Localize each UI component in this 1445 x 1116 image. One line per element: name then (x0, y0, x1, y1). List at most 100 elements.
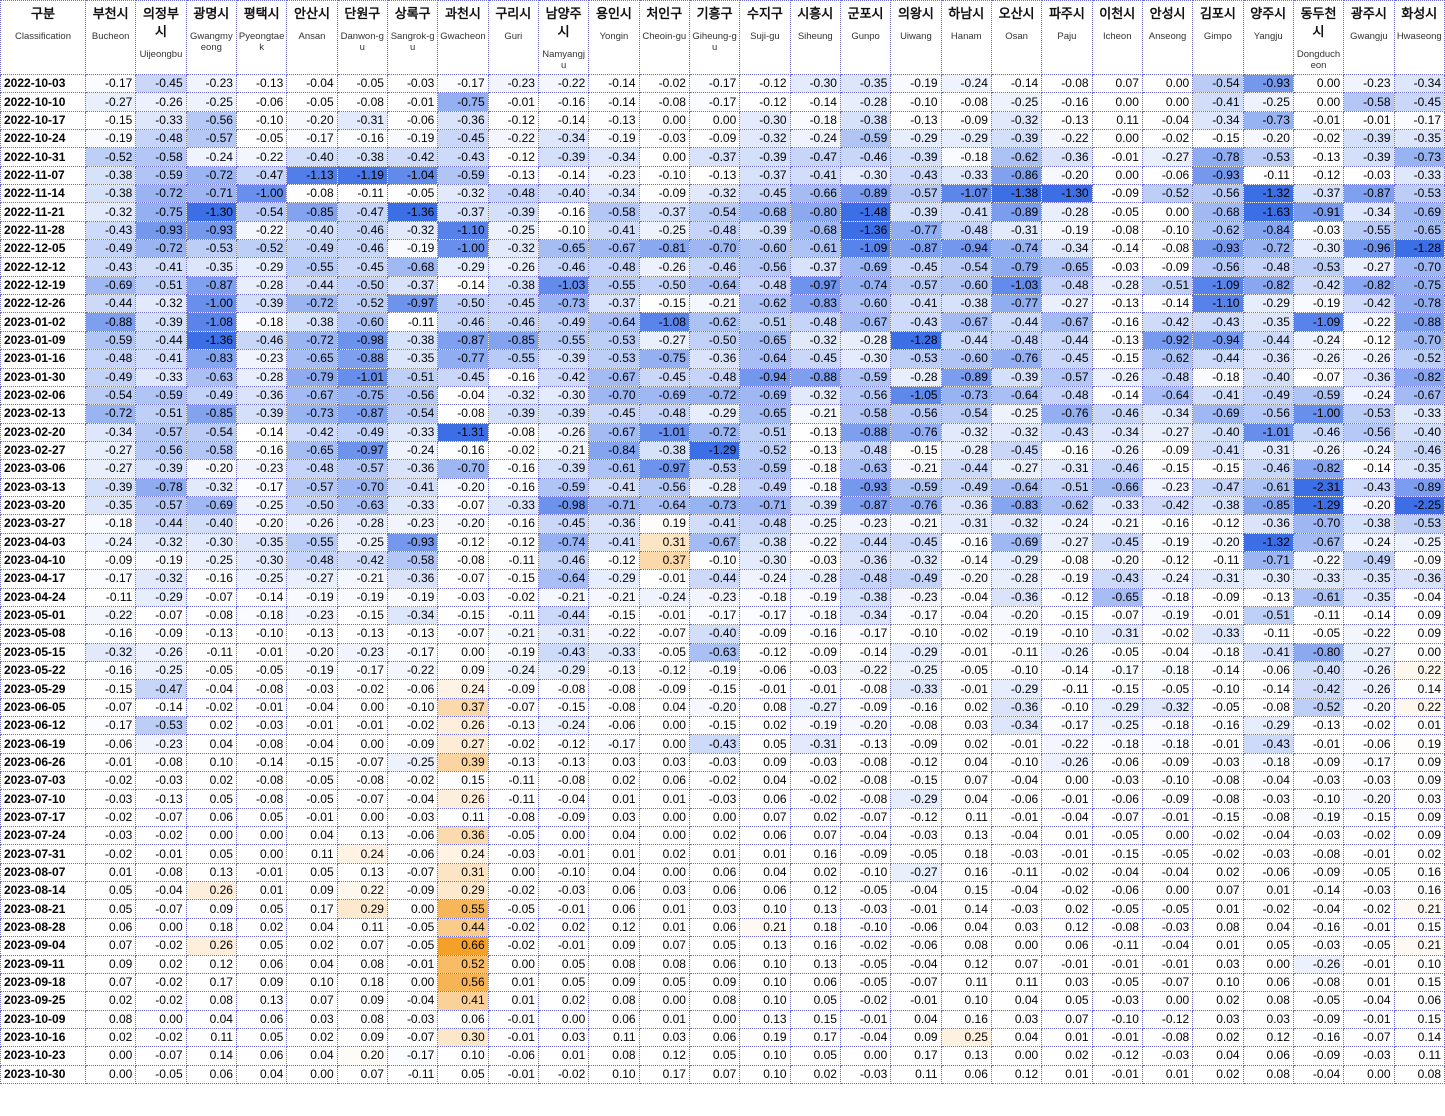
value-cell: -0.42 (1292, 679, 1345, 699)
value-cell: -0.06 (235, 92, 288, 112)
value-cell: -0.03 (1343, 881, 1395, 901)
value-cell: 0.16 (940, 862, 992, 883)
date-cell: 2023-05-29 (0, 679, 86, 699)
value-cell: -0.17 (739, 605, 791, 626)
value-cell: -0.01 (1343, 110, 1395, 131)
value-cell: 0.00 (537, 826, 590, 846)
value-cell: -0.24 (185, 147, 237, 167)
value-cell: -0.20 (1343, 697, 1395, 718)
value-cell: 0.03 (638, 881, 690, 901)
value-cell: -0.09 (135, 624, 187, 644)
value-cell: -0.44 (1242, 330, 1294, 351)
value-cell: -0.47 (1192, 477, 1244, 497)
value-cell: -0.87 (336, 404, 388, 424)
value-cell: 0.21 (1393, 936, 1445, 956)
value-cell: -1.08 (638, 312, 690, 332)
column-name-en: Siheung (797, 31, 833, 42)
value-cell: 0.29 (336, 899, 388, 919)
value-cell: 0.02 (84, 991, 137, 1011)
data-row: 2023-10-30 0.00 -0.05 0.06 0.04 0.00 0.07 -0.11… (0, 1064, 1445, 1084)
value-cell: -0.08 (1292, 844, 1345, 864)
value-cell: -0.89 (990, 202, 1043, 222)
value-cell: -1.00 (437, 239, 489, 259)
value-cell: 0.09 (1393, 624, 1445, 644)
value-cell: -0.24 (386, 440, 439, 461)
value-cell: -0.05 (839, 954, 892, 974)
value-cell: -0.16 (890, 697, 942, 718)
value-cell: -0.05 (235, 129, 288, 149)
value-cell: -0.54 (386, 404, 439, 424)
value-cell: -1.32 (1242, 184, 1294, 204)
value-cell: -0.05 (487, 826, 539, 846)
value-cell: -0.45 (890, 532, 942, 552)
value-cell: -0.06 (1343, 734, 1395, 754)
date-cell: 2022-11-14 (0, 184, 86, 204)
column-name-ko: 안산시 (294, 6, 330, 21)
value-cell: -0.92 (1141, 330, 1194, 351)
value-cell: -0.45 (588, 404, 640, 424)
value-cell: -0.31 (990, 220, 1043, 241)
value-cell: 0.05 (1242, 936, 1294, 956)
value-cell: -0.28 (235, 275, 288, 296)
value-cell: -0.03 (1091, 257, 1143, 277)
value-cell: -0.70 (588, 385, 640, 406)
date-cell: 2023-09-25 (0, 991, 86, 1011)
value-cell: -0.39 (739, 220, 791, 241)
value-cell: -0.05 (940, 660, 992, 681)
value-cell: -0.41 (588, 220, 640, 241)
data-row: 2022-12-12 -0.43 -0.41 -0.35 -0.29 -0.55 -0.45… (0, 257, 1445, 277)
value-cell: -0.15 (1141, 459, 1194, 479)
value-cell: -0.07 (386, 1027, 439, 1048)
value-cell: -0.78 (1393, 294, 1445, 314)
date-cell: 2023-10-16 (0, 1027, 86, 1048)
value-cell: 0.01 (537, 1046, 590, 1066)
value-cell: -0.43 (1192, 312, 1244, 332)
value-cell: 0.00 (638, 807, 690, 828)
value-cell: -0.22 (789, 532, 841, 552)
value-cell: -0.01 (990, 734, 1043, 754)
value-cell: 0.00 (84, 1064, 137, 1084)
value-cell: -0.56 (1192, 257, 1244, 277)
value-cell: -0.09 (1141, 440, 1194, 461)
value-cell: -0.52 (1292, 697, 1345, 718)
value-cell: -0.45 (990, 440, 1043, 461)
value-cell: -1.01 (1242, 422, 1294, 442)
value-cell: -0.43 (890, 312, 942, 332)
value-cell: -1.32 (1242, 532, 1294, 552)
value-cell: -0.87 (185, 275, 237, 296)
value-cell: -0.08 (336, 771, 388, 791)
value-cell: -0.02 (487, 936, 539, 956)
value-cell: -0.35 (1393, 459, 1445, 479)
value-cell: -1.10 (437, 220, 489, 241)
column-name-ko: 의정부시 (143, 6, 179, 39)
value-cell: -0.27 (1041, 532, 1093, 552)
date-cell: 2023-09-18 (0, 972, 86, 993)
value-cell: -0.46 (235, 330, 288, 351)
value-cell: -0.57 (890, 184, 942, 204)
value-cell: -0.08 (286, 184, 338, 204)
data-row: 2023-09-04 0.07 -0.02 0.26 0.05 0.02 0.07 -0.05… (0, 936, 1445, 956)
value-cell: -0.38 (638, 440, 690, 461)
value-cell: -0.18 (1242, 752, 1294, 773)
value-cell: -0.07 (1292, 367, 1345, 387)
value-cell: -0.85 (1242, 495, 1294, 516)
value-cell: -0.13 (185, 624, 237, 644)
value-cell: -0.09 (839, 844, 892, 864)
value-cell: -0.24 (739, 569, 791, 589)
value-cell: -0.20 (1343, 789, 1395, 809)
value-cell: -0.53 (1242, 147, 1294, 167)
date-cell: 2023-08-07 (0, 862, 86, 883)
value-cell: 0.03 (990, 917, 1043, 938)
value-cell: -0.27 (890, 862, 942, 883)
value-cell: -0.52 (1141, 184, 1194, 204)
data-row: 2023-10-23 0.00 -0.07 0.14 0.06 0.04 0.20 -0.17… (0, 1046, 1445, 1066)
value-cell: -0.25 (990, 92, 1043, 112)
value-cell: 0.08 (1242, 1064, 1294, 1084)
value-cell: -0.03 (1292, 771, 1345, 791)
value-cell: -0.04 (990, 881, 1043, 901)
value-cell: -0.80 (789, 202, 841, 222)
value-cell: -0.10 (890, 624, 942, 644)
value-cell: -0.72 (84, 404, 137, 424)
value-cell: 0.03 (638, 752, 690, 773)
value-cell: 0.05 (84, 881, 137, 901)
